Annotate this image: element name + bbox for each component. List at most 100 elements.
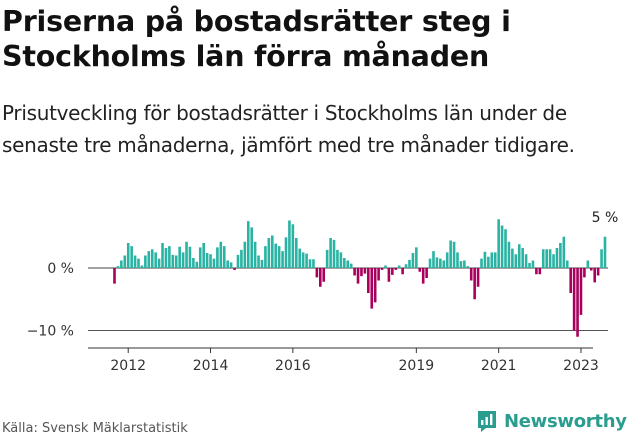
- bar: [339, 252, 343, 268]
- bar: [236, 254, 240, 268]
- bar: [373, 268, 377, 303]
- bar: [603, 236, 607, 268]
- bar: [226, 260, 229, 268]
- bar: [222, 246, 226, 268]
- bar: [497, 219, 500, 268]
- bar: [281, 251, 284, 268]
- bar: [140, 265, 144, 268]
- bar: [500, 225, 504, 268]
- bar: [572, 268, 576, 331]
- bar: [264, 246, 267, 268]
- bar: [294, 238, 298, 268]
- bar: [250, 227, 253, 268]
- bar: [188, 246, 192, 268]
- bar: [363, 268, 367, 274]
- bar: [349, 263, 353, 268]
- bar: [216, 247, 219, 268]
- bar: [555, 248, 559, 268]
- bar: [538, 268, 542, 275]
- last-value-label: 5 %: [592, 210, 619, 226]
- bar: [397, 265, 401, 268]
- bar: [212, 258, 216, 268]
- bar: [267, 238, 271, 268]
- bar: [545, 249, 548, 268]
- bar: [476, 268, 480, 287]
- bar: [233, 268, 236, 270]
- x-tick-label: 2021: [481, 358, 517, 374]
- bar: [133, 255, 137, 268]
- bar: [116, 266, 120, 268]
- bar: [507, 241, 511, 268]
- bar: [284, 237, 288, 268]
- bar: [493, 252, 497, 268]
- bar: [466, 266, 470, 268]
- bar: [205, 253, 209, 268]
- bar: [253, 241, 257, 268]
- x-tick-label: 2019: [399, 358, 435, 374]
- bar: [120, 260, 123, 268]
- bar: [428, 258, 432, 268]
- bar: [130, 246, 133, 268]
- bar: [315, 268, 319, 278]
- bar-chart: 0 % −10 % 2012 2014 2016 2019 2021 2023 5 %: [27, 210, 619, 374]
- bar: [113, 268, 116, 284]
- bar: [322, 268, 326, 282]
- bar: [185, 241, 188, 268]
- bar: [336, 249, 339, 268]
- bar: [137, 258, 140, 268]
- bar: [209, 254, 212, 268]
- bar: [593, 268, 596, 283]
- bar: [168, 246, 171, 268]
- bar: [418, 268, 422, 272]
- x-tick-label: 2012: [110, 358, 146, 374]
- bar: [123, 255, 127, 268]
- bar: [548, 249, 552, 268]
- y-tick-label: −10 %: [27, 324, 74, 340]
- bar: [452, 241, 456, 268]
- bar: [370, 268, 374, 309]
- bar: [487, 256, 490, 268]
- bar: [535, 268, 538, 275]
- bar: [343, 258, 346, 268]
- bar: [332, 239, 336, 268]
- bar: [198, 247, 202, 268]
- bar: [504, 229, 507, 268]
- bar: [195, 261, 199, 268]
- bar: [579, 268, 583, 315]
- bar: [586, 260, 590, 268]
- bar: [565, 260, 569, 268]
- bar: [490, 252, 494, 268]
- x-tick-label: 2023: [563, 358, 599, 374]
- bar: [483, 251, 487, 268]
- bar: [463, 260, 466, 268]
- bar: [531, 260, 535, 268]
- bar: [583, 268, 586, 278]
- bar: [277, 246, 281, 268]
- bar: [442, 260, 446, 268]
- bar: [325, 249, 329, 268]
- bar: [524, 254, 528, 268]
- bar: [391, 268, 394, 275]
- bar: [161, 243, 164, 268]
- bar: [144, 255, 147, 268]
- y-tick-label: 0 %: [47, 261, 74, 277]
- bar: [469, 268, 473, 281]
- bar: [154, 252, 157, 268]
- bar: [353, 268, 356, 276]
- bar: [346, 260, 350, 268]
- bar: [562, 236, 566, 268]
- bar: [384, 265, 387, 268]
- x-tick-label: 2016: [275, 358, 311, 374]
- bar: [219, 241, 223, 268]
- bar: [449, 240, 452, 268]
- bar: [298, 248, 302, 268]
- bar: [274, 243, 278, 268]
- bar: [147, 251, 151, 268]
- bar: [517, 244, 521, 268]
- bar: [157, 258, 161, 268]
- bar: [552, 254, 555, 268]
- bar: [329, 238, 332, 268]
- brand-logo[interactable]: Newsworthy: [476, 408, 627, 434]
- newsworthy-logo-icon: [478, 411, 496, 432]
